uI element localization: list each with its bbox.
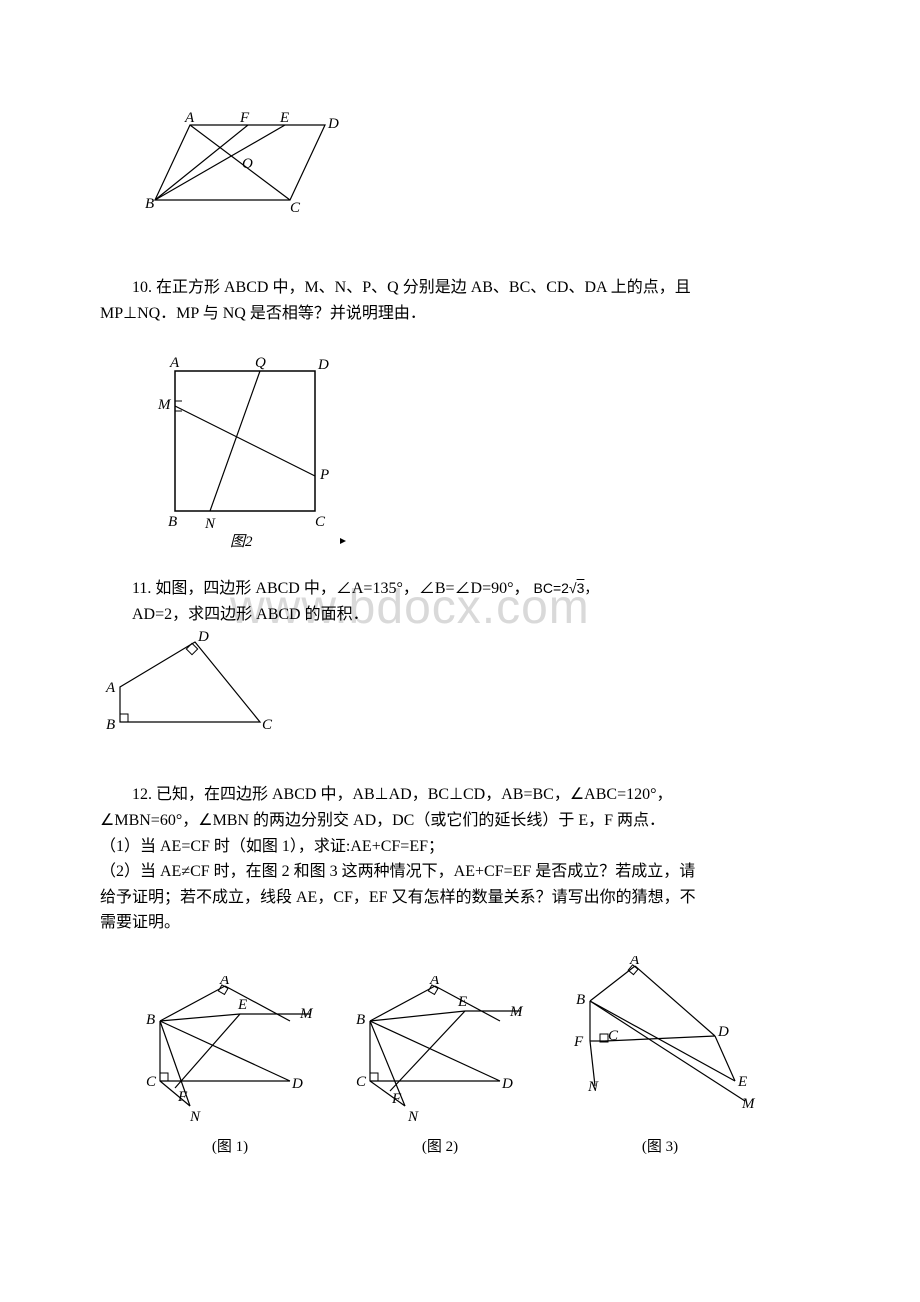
problem-12-figures: A B C D E F M N (图 1) xyxy=(140,956,820,1156)
label-m: M xyxy=(299,1006,314,1022)
fig1-caption: (图 1) xyxy=(140,1135,320,1156)
label-c: C xyxy=(356,1074,367,1090)
p11-bc: BC=2√3， xyxy=(534,580,599,596)
label-e: E xyxy=(457,994,467,1010)
fig3-caption: (图 3) xyxy=(560,1135,760,1156)
label-c: C xyxy=(262,717,273,733)
label-q: Q xyxy=(255,355,266,371)
label-c: C xyxy=(290,200,301,216)
label-c: C xyxy=(608,1028,619,1044)
label-d: D xyxy=(197,629,209,645)
label-b: B xyxy=(576,992,585,1008)
label-p: P xyxy=(319,467,329,483)
problem-12-line5: 给予证明；若不成立，线段 AE，CF，EF 又有怎样的数量关系？请写出你的猜想，… xyxy=(100,885,820,911)
label-d: D xyxy=(291,1076,303,1092)
label-f: F xyxy=(177,1089,188,1105)
problem-12-line4: （2）当 AE≠CF 时，在图 2 和图 3 这两种情况下，AE+CF=EF 是… xyxy=(100,859,820,885)
label-a: A xyxy=(219,976,230,988)
label-a: A xyxy=(184,110,195,126)
label-e: E xyxy=(737,1074,747,1090)
label-a: A xyxy=(105,680,116,696)
label-b: B xyxy=(146,1012,155,1028)
p11-part-a: 11. 如图，四边形 ABCD 中，∠A=135°，∠B=∠D=90°， xyxy=(132,580,530,597)
label-o: O xyxy=(242,156,253,172)
label-n: N xyxy=(189,1109,201,1125)
fig2-caption: 图2 xyxy=(230,534,253,550)
problem-11-line1: 11. 如图，四边形 ABCD 中，∠A=135°，∠B=∠D=90°， BC=… xyxy=(100,576,820,602)
problem-11-figure: A B C D xyxy=(100,627,820,742)
label-a: A xyxy=(429,976,440,988)
label-a: A xyxy=(169,355,180,371)
label-e: E xyxy=(279,110,289,126)
problem-12-line2: ∠MBN=60°，∠MBN 的两边分别交 AD，DC（或它们的延长线）于 E，F… xyxy=(100,808,820,834)
label-b: B xyxy=(356,1012,365,1028)
fig2-caption: (图 2) xyxy=(350,1135,530,1156)
problem-9-figure: A F E D B C O xyxy=(140,110,820,225)
label-m: M xyxy=(509,1004,524,1020)
problem-12-line6: 需要证明。 xyxy=(100,910,820,936)
problem-10-line2: MP⊥NQ．MP 与 NQ 是否相等？并说明理由． xyxy=(100,301,820,327)
problem-10-figure: A Q D M P B N C 图2 xyxy=(140,351,820,556)
problem-12-line3: （1）当 AE=CF 时（如图 1），求证:AE+CF=EF； xyxy=(100,834,820,860)
label-f: F xyxy=(391,1091,402,1107)
label-n: N xyxy=(587,1079,599,1095)
problem-10-line1: 10. 在正方形 ABCD 中，M、N、P、Q 分别是边 AB、BC、CD、DA… xyxy=(100,275,820,301)
label-m: M xyxy=(157,397,172,413)
label-c: C xyxy=(146,1074,157,1090)
label-e: E xyxy=(237,997,247,1013)
label-n: N xyxy=(407,1109,419,1125)
label-d: D xyxy=(327,116,339,132)
label-f: F xyxy=(239,110,250,126)
label-m: M xyxy=(741,1096,756,1112)
label-b: B xyxy=(168,514,177,530)
label-d: D xyxy=(501,1076,513,1092)
label-n: N xyxy=(204,516,216,532)
label-d: D xyxy=(717,1024,729,1040)
label-c: C xyxy=(315,514,326,530)
problem-11-line2: AD=2，求四边形 ABCD 的面积． xyxy=(100,602,820,628)
label-b: B xyxy=(106,717,115,733)
label-d: D xyxy=(317,357,329,373)
label-a: A xyxy=(629,956,640,968)
label-b: B xyxy=(145,196,154,212)
label-f: F xyxy=(573,1034,584,1050)
problem-12-line1: 12. 已知，在四边形 ABCD 中，AB⊥AD，BC⊥CD，AB=BC，∠AB… xyxy=(100,782,820,808)
